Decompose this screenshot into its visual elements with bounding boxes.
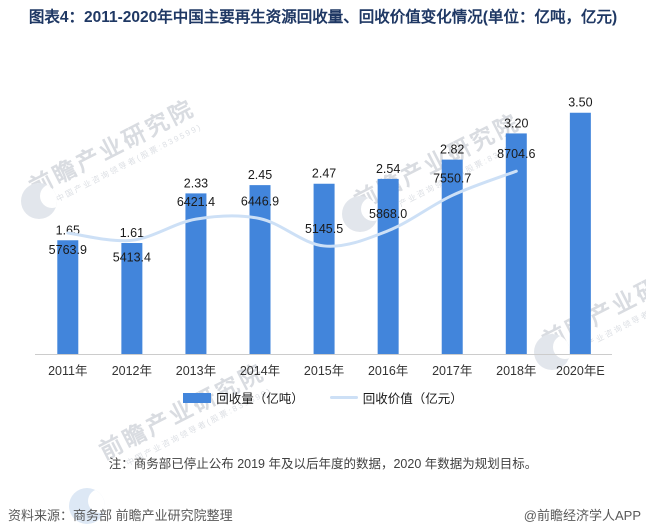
bar-value-label: 2.54 <box>376 162 400 176</box>
line-series <box>66 169 518 248</box>
bar-value-label: 1.61 <box>120 226 144 240</box>
x-axis-label: 2011年 <box>48 364 87 378</box>
bar-2013年 <box>185 193 207 354</box>
bar-2018年 <box>505 133 527 354</box>
bar-2016年 <box>377 178 399 354</box>
legend-item-recovery-volume: 回收量（亿吨） <box>183 388 304 407</box>
bar-2012年 <box>121 243 143 354</box>
line-value-label: 5145.5 <box>305 222 343 236</box>
x-axis-label: 2014年 <box>240 364 280 378</box>
x-axis-label: 2017年 <box>432 364 472 378</box>
x-axis-label: 2012年 <box>112 364 152 378</box>
bar-value-label: 2.45 <box>248 168 272 182</box>
x-axis-label: 2018年 <box>496 364 536 378</box>
bar-value-label: 2.82 <box>440 143 464 157</box>
x-axis-label: 2015年 <box>304 364 344 378</box>
bar-2014年 <box>249 185 271 354</box>
line-value-label: 7550.7 <box>433 171 471 185</box>
line-value-label: 5763.9 <box>49 243 87 257</box>
bar-value-label: 2.47 <box>312 167 336 181</box>
line-series-swatch-icon <box>329 396 358 399</box>
source-row: 资料来源：商务部 前瞻产业研究院整理 @前瞻经济学人APP <box>8 505 641 524</box>
chart-legend: 回收量（亿吨） 回收价值（亿元） <box>0 388 646 407</box>
line-value-label: 6421.4 <box>177 195 215 209</box>
bar-value-label: 3.20 <box>504 116 528 130</box>
bar-value-label: 3.50 <box>568 96 592 110</box>
bar-2017年 <box>441 159 463 354</box>
bar-value-label: 2.33 <box>184 176 208 190</box>
chart-note: 注：商务部已停止公布 2019 年及以后年度的数据，2020 年数据为规划目标。 <box>108 457 538 471</box>
line-value-label: 6446.9 <box>241 195 279 209</box>
legend-label: 回收价值（亿元） <box>362 392 463 406</box>
bar-series-swatch-icon <box>183 392 212 403</box>
bar-2020年E <box>569 112 591 354</box>
x-axis-label: 2013年 <box>176 364 216 378</box>
bar-2011年 <box>57 240 79 354</box>
x-axis-label: 2016年 <box>368 364 408 378</box>
data-source-text: 资料来源：商务部 前瞻产业研究院整理 <box>8 508 233 523</box>
legend-item-recovery-value: 回收价值（亿元） <box>329 388 463 407</box>
line-value-label: 8704.6 <box>497 147 535 161</box>
credit-text: @前瞻经济学人APP <box>523 508 641 523</box>
line-value-label: 5413.4 <box>113 250 151 264</box>
page-title: 图表4：2011-2020年中国主要再生资源回收量、回收价值变化情况(单位：亿吨… <box>28 9 618 26</box>
legend-label: 回收量（亿吨） <box>216 392 304 406</box>
x-axis-label: 2020年E <box>556 364 605 378</box>
bar-2015年 <box>313 183 335 354</box>
line-value-label: 5868.0 <box>369 207 407 221</box>
